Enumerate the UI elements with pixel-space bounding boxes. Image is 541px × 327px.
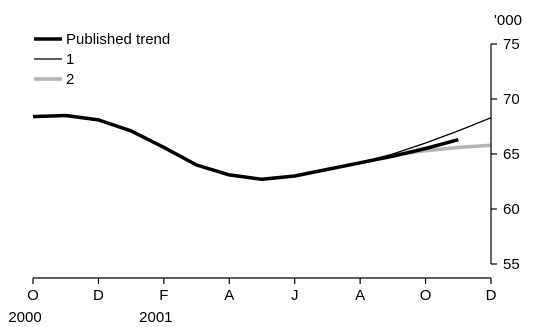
legend: Published trend 1 2	[34, 31, 170, 88]
x-year-label: 2000	[8, 309, 41, 326]
series-layer	[32, 113, 492, 182]
x-tick-label: O	[27, 287, 39, 304]
y-tick-label: 60	[503, 201, 520, 218]
x-tick-label: A	[355, 287, 365, 304]
series-line-published-trend	[32, 113, 459, 182]
x-tick-label: O	[420, 287, 432, 304]
x-tick-label: A	[224, 287, 234, 304]
legend-label: 2	[66, 71, 74, 88]
x-tick-label: D	[93, 287, 104, 304]
x-tick-label: J	[291, 287, 299, 304]
y-tick-label: 65	[503, 146, 520, 163]
y-unit-label: '000	[494, 12, 522, 29]
y-tick-label: 70	[503, 91, 520, 108]
x-tick-label: D	[486, 287, 497, 304]
x-tick-label: F	[159, 287, 168, 304]
y-tick-label: 55	[503, 256, 520, 273]
series-line-1	[359, 117, 492, 164]
legend-label: 1	[66, 51, 74, 68]
legend-label: Published trend	[66, 31, 170, 48]
axes: O D F A J A O D 2000 2001 55 60 65 70 75 '000	[8, 12, 522, 326]
y-tick-label: 75	[503, 36, 520, 53]
x-year-label: 2001	[139, 309, 172, 326]
